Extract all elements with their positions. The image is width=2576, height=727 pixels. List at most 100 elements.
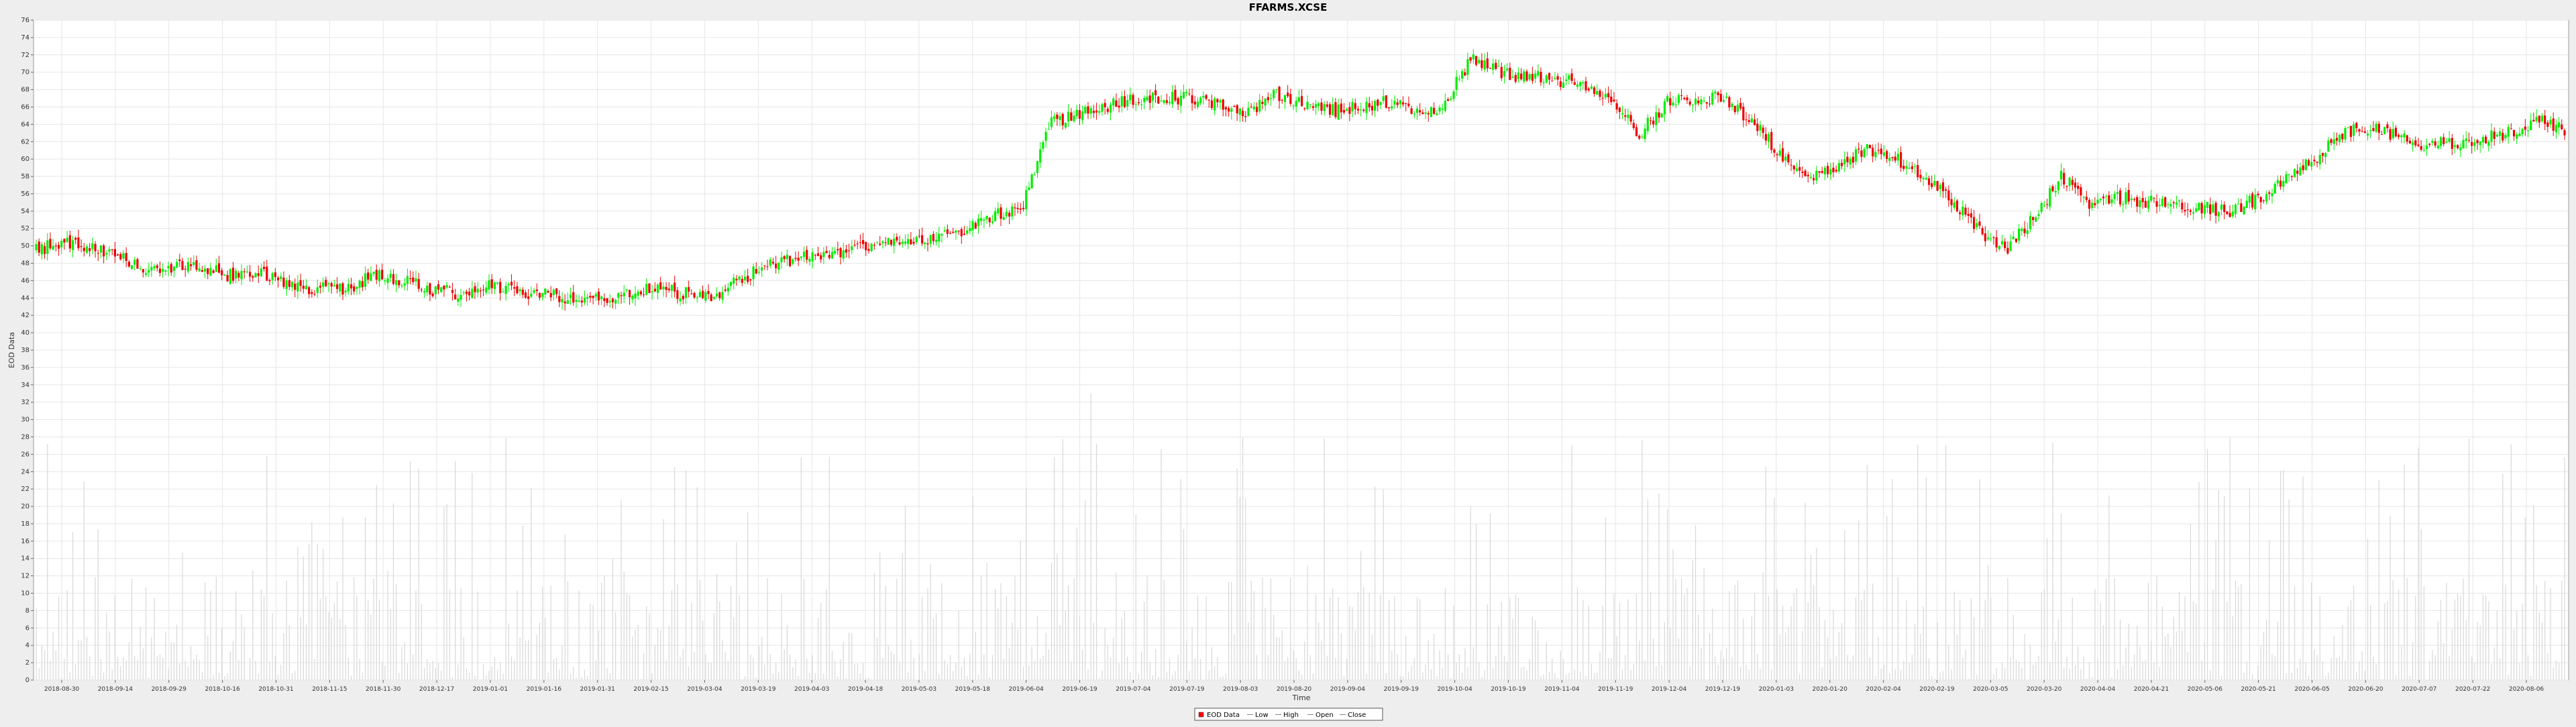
- candle-body: [2504, 135, 2506, 138]
- candle-body: [2181, 203, 2183, 209]
- candle-body: [600, 296, 602, 299]
- volume-bar: [370, 614, 371, 680]
- candle-body: [1540, 72, 1542, 82]
- volume-bar: [1816, 547, 1817, 680]
- candle-body: [1624, 115, 1626, 117]
- candle-body: [258, 273, 260, 276]
- candle-body: [1264, 99, 1266, 105]
- volume-bar: [1726, 648, 1727, 680]
- candle-body: [685, 287, 687, 298]
- candle-body: [1051, 117, 1053, 127]
- volume-bar: [815, 673, 816, 680]
- volume-bar: [1740, 667, 1741, 680]
- volume-bar: [514, 660, 515, 680]
- volume-bar: [2226, 602, 2227, 680]
- candle-body: [2333, 139, 2335, 144]
- volume-bar: [2072, 598, 2073, 680]
- candle-body: [1053, 116, 1055, 119]
- candle-body: [2060, 171, 2062, 180]
- volume-bar: [528, 640, 529, 680]
- x-tick-label: 2019-05-03: [902, 686, 936, 693]
- candle-body: [744, 277, 746, 280]
- volume-bar: [1079, 616, 1080, 680]
- volume-bar: [140, 627, 141, 680]
- candle-body: [881, 241, 883, 243]
- candle-body: [800, 256, 802, 258]
- y-tick-label: 42: [21, 312, 30, 319]
- candle-body: [1171, 92, 1173, 105]
- volume-bar: [407, 663, 408, 680]
- candle-body: [468, 292, 470, 296]
- volume-bar: [1971, 598, 1972, 680]
- volume-bar: [624, 571, 625, 680]
- volume-bar: [1341, 633, 1342, 680]
- x-tick-label: 2020-06-20: [2348, 686, 2383, 693]
- candle-body: [1405, 103, 1407, 104]
- candle-body: [1180, 96, 1182, 106]
- candle-body: [443, 286, 445, 290]
- candle-body: [2139, 201, 2141, 207]
- candle-body: [240, 271, 242, 280]
- volume-bar: [1808, 602, 1809, 680]
- volume-bar: [1867, 465, 1868, 680]
- candle-body: [268, 280, 270, 282]
- volume-bar: [1540, 676, 1541, 680]
- volume-bar: [2308, 675, 2309, 680]
- candle-body: [1630, 115, 1632, 121]
- volume-bar: [1605, 517, 1606, 680]
- candle-body: [1379, 102, 1381, 105]
- candle-body: [1436, 113, 1438, 115]
- volume-bar: [2280, 471, 2281, 680]
- volume-bar: [345, 625, 346, 680]
- candle-body: [1236, 105, 1238, 113]
- candle-body: [1762, 127, 1764, 133]
- candle-body: [1298, 97, 1300, 102]
- candle-body: [1230, 109, 1232, 112]
- volume-bar: [725, 652, 726, 680]
- volume-bar: [612, 559, 613, 680]
- candle-body: [60, 241, 62, 247]
- candle-body: [893, 239, 895, 246]
- candle-body: [991, 221, 994, 223]
- candle-body: [603, 298, 605, 301]
- candle-body: [1244, 116, 1246, 117]
- candle-body: [2274, 184, 2276, 194]
- candle-body: [41, 244, 43, 254]
- candle-body: [1357, 109, 1359, 110]
- candle-body: [2041, 203, 2043, 212]
- x-tick-label: 2019-11-19: [1598, 686, 1633, 693]
- candle-body: [2386, 125, 2388, 129]
- volume-bar: [2193, 602, 2194, 680]
- candle-body: [1548, 73, 1550, 80]
- candle-body: [91, 243, 93, 249]
- x-tick-label: 2020-05-06: [2188, 686, 2223, 693]
- volume-bar: [2204, 642, 2205, 680]
- volume-bar: [1822, 667, 1823, 680]
- volume-bar: [2488, 602, 2489, 680]
- candle-body: [735, 279, 737, 280]
- volume-bar: [1155, 649, 1156, 680]
- candle-body: [1424, 113, 1426, 114]
- volume-bar: [176, 625, 177, 680]
- candle-body: [651, 291, 653, 292]
- candle-body: [1928, 178, 1930, 185]
- volume-bar: [1023, 667, 1024, 680]
- volume-bar: [2131, 667, 2132, 680]
- y-tick-label: 74: [21, 34, 30, 42]
- candle-body: [941, 234, 943, 235]
- volume-bar: [2367, 539, 2368, 680]
- candle-body: [173, 267, 175, 271]
- volume-bar: [1335, 658, 1336, 680]
- candle-body: [780, 258, 782, 262]
- volume-bar: [511, 657, 512, 680]
- candle-body: [1324, 104, 1326, 111]
- candle-body: [637, 292, 639, 296]
- volume-bar: [1262, 577, 1263, 680]
- y-tick-label: 68: [21, 87, 30, 94]
- candle-body: [544, 288, 546, 294]
- candle-body: [1312, 107, 1314, 108]
- candle-body: [2389, 129, 2391, 139]
- candle-body: [2080, 187, 2082, 195]
- candle-body: [1810, 177, 1812, 178]
- candle-body: [2563, 130, 2565, 135]
